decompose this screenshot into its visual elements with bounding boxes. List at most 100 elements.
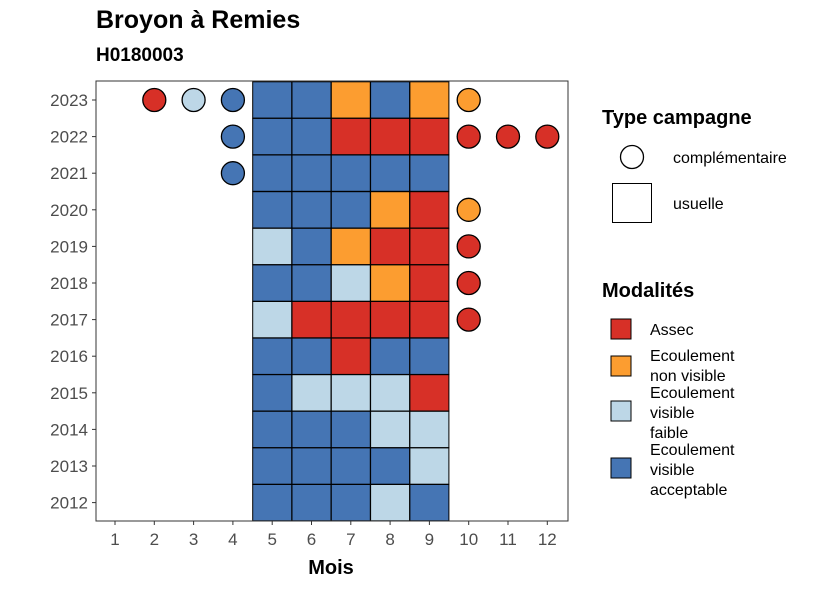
tile-2012-m7 bbox=[330, 484, 371, 522]
legend-label-ecoulement-visible-faible-line1: Ecoulement bbox=[650, 385, 735, 402]
tile-2018-m6 bbox=[291, 264, 332, 302]
point-2023-m4 bbox=[220, 87, 246, 113]
tile-2015-m6 bbox=[291, 374, 332, 412]
tile-2017-m5 bbox=[252, 301, 293, 339]
tile-2013-m9 bbox=[409, 447, 450, 485]
legend-modalites-title: Modalités bbox=[602, 280, 694, 302]
tile-2013-m7 bbox=[330, 447, 371, 485]
tile-2018-m9 bbox=[409, 264, 450, 302]
x-tick-label-1: 1 bbox=[110, 530, 119, 549]
tile-2021-m9 bbox=[409, 154, 450, 192]
y-tick-label-2020: 2020 bbox=[50, 201, 88, 220]
y-tick-label-2012: 2012 bbox=[50, 494, 88, 513]
tile-2023-m7 bbox=[330, 81, 371, 119]
legend-key-complementaire bbox=[619, 144, 645, 170]
tile-2019-m8 bbox=[370, 227, 411, 266]
x-tick-label-5: 5 bbox=[267, 530, 276, 549]
x-tick-label-11: 11 bbox=[499, 530, 517, 549]
y-tick-label-2014: 2014 bbox=[50, 420, 88, 439]
y-tick-label-2023: 2023 bbox=[50, 91, 88, 110]
tile-2018-m5 bbox=[252, 264, 293, 302]
tile-2021-m8 bbox=[370, 154, 411, 192]
tile-2022-m7 bbox=[330, 117, 371, 156]
x-tick-label-10: 10 bbox=[459, 530, 478, 549]
tile-2018-m8 bbox=[370, 264, 411, 302]
legend-label-assec-line1: Assec bbox=[650, 322, 694, 339]
tile-2017-m9 bbox=[409, 301, 450, 339]
x-tick-label-8: 8 bbox=[385, 530, 394, 549]
y-tick-label-2022: 2022 bbox=[50, 128, 88, 147]
tile-2023-m6 bbox=[291, 81, 332, 119]
chart-subtitle: H0180003 bbox=[96, 45, 184, 66]
tile-2015-m7 bbox=[330, 374, 371, 412]
tile-2019-m9 bbox=[409, 227, 450, 266]
point-2022-m10 bbox=[456, 124, 481, 149]
tile-2013-m5 bbox=[252, 447, 293, 485]
tile-2013-m8 bbox=[370, 447, 411, 485]
y-axis: 2012 2013 2014 2015 2016 2017 2018 2019 2020 2021… bbox=[50, 91, 96, 513]
tile-2016-m8 bbox=[370, 337, 411, 375]
y-tick-label-2017: 2017 bbox=[50, 311, 88, 330]
tile-2015-m9 bbox=[409, 374, 450, 412]
x-axis-title: Mois bbox=[308, 557, 354, 579]
point-2022-m11 bbox=[495, 124, 521, 149]
legend-label-ecoulement-visible-acceptable-line1: Ecoulement bbox=[650, 442, 735, 459]
legend-label-ecoulement-visible-faible-line3: faible bbox=[650, 425, 688, 442]
y-tick-label-2013: 2013 bbox=[50, 457, 88, 476]
tile-2014-m9 bbox=[409, 410, 450, 449]
x-tick-label-9: 9 bbox=[425, 530, 434, 549]
x-tick-label-12: 12 bbox=[538, 530, 557, 549]
legend-key-ecoulement-non-visible bbox=[610, 355, 632, 377]
tile-2021-m7 bbox=[330, 154, 371, 192]
tile-2020-m6 bbox=[291, 191, 332, 229]
tile-2015-m8 bbox=[370, 374, 411, 412]
legend-label-ecoulement-non-visible-line1: Ecoulement bbox=[650, 348, 735, 365]
plot-panel-border bbox=[95, 80, 569, 522]
tile-2023-m8 bbox=[370, 81, 411, 119]
tile-2016-m5 bbox=[252, 337, 293, 375]
tile-2013-m6 bbox=[291, 447, 332, 485]
legend-key-ecoulement-visible-acceptable bbox=[610, 457, 632, 479]
point-2022-m12 bbox=[535, 124, 560, 149]
tile-2023-m5 bbox=[252, 81, 293, 119]
tile-2020-m7 bbox=[330, 191, 371, 229]
tile-2018-m7 bbox=[330, 264, 371, 302]
tile-2016-m6 bbox=[291, 337, 332, 375]
point-2017-m10 bbox=[456, 307, 481, 332]
tile-2017-m8 bbox=[370, 301, 411, 339]
x-tick-label-4: 4 bbox=[228, 530, 237, 549]
tile-2012-m6 bbox=[291, 484, 332, 522]
tile-2023-m9 bbox=[409, 81, 450, 119]
y-tick-label-2018: 2018 bbox=[50, 274, 88, 293]
legend-label-usuelle: usuelle bbox=[673, 196, 724, 213]
tile-2012-m9 bbox=[409, 484, 450, 522]
x-tick-label-6: 6 bbox=[307, 530, 316, 549]
point-2019-m10 bbox=[456, 234, 481, 259]
tile-2012-m5 bbox=[252, 484, 293, 522]
legend-label-ecoulement-visible-faible-line2: visible bbox=[650, 405, 695, 422]
tile-2019-m6 bbox=[291, 227, 332, 266]
tile-2019-m5 bbox=[252, 227, 293, 266]
y-tick-label-2021: 2021 bbox=[50, 164, 88, 183]
chart-title: Broyon à Remies bbox=[96, 6, 301, 34]
point-2023-m2 bbox=[142, 87, 167, 113]
tile-2020-m8 bbox=[370, 191, 411, 229]
tile-2014-m8 bbox=[370, 410, 411, 449]
legend: Type campagne complémentaire usuelle Modali… bbox=[602, 107, 787, 499]
y-tick-label-2015: 2015 bbox=[50, 384, 88, 403]
legend-key-usuelle bbox=[612, 183, 652, 223]
legend-label-ecoulement-non-visible-line2: non visible bbox=[650, 368, 726, 385]
tile-2022-m6 bbox=[291, 117, 332, 156]
point-2023-m3 bbox=[181, 87, 206, 113]
legend-label-ecoulement-visible-acceptable-line2: visible bbox=[650, 462, 695, 479]
tile-2021-m6 bbox=[291, 154, 332, 192]
tile-2020-m5 bbox=[252, 191, 293, 229]
x-tick-label-3: 3 bbox=[189, 530, 198, 549]
legend-key-assec bbox=[610, 318, 632, 340]
tile-2017-m7 bbox=[330, 301, 371, 339]
tile-2015-m5 bbox=[252, 374, 293, 412]
tile-2014-m7 bbox=[330, 410, 371, 449]
tile-2012-m8 bbox=[370, 484, 411, 522]
tile-2022-m8 bbox=[370, 117, 411, 156]
x-tick-label-2: 2 bbox=[150, 530, 159, 549]
